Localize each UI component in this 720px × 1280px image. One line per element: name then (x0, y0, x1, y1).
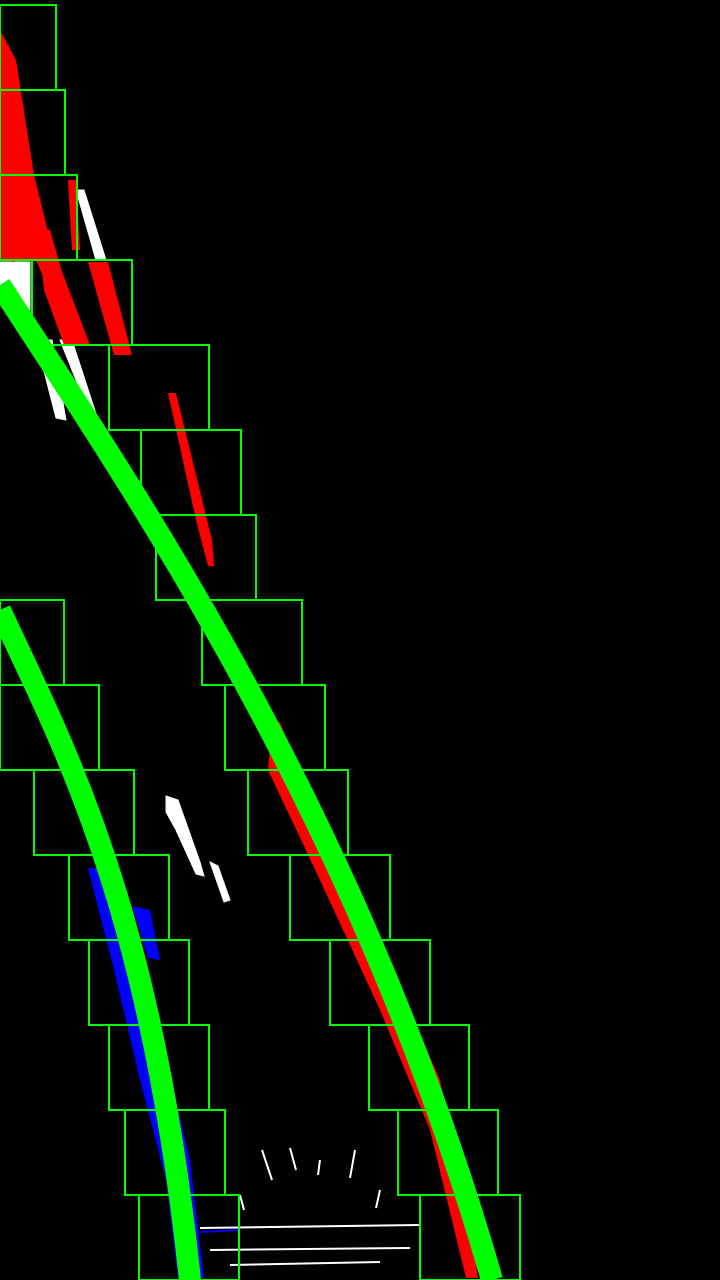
noise-speckle (289, 1147, 297, 1171)
right-lane-search-windows (0, 4, 521, 1280)
noise-blob (209, 861, 231, 903)
right-lane-fit-line (0, 278, 503, 1280)
right-search-window (108, 344, 210, 431)
right-lane-pixel-cluster (38, 230, 80, 345)
noise-speckle (261, 1149, 273, 1181)
noise-speckle (209, 1247, 411, 1251)
noise-speckle (349, 1149, 356, 1179)
right-lane-pixels (0, 30, 478, 1278)
noise-speckle (375, 1189, 381, 1209)
right-lane-pixel-cluster (268, 722, 478, 1278)
noise-speckle (317, 1159, 321, 1176)
left-lane-fit-line (0, 605, 201, 1280)
noise-speckle (199, 1224, 421, 1229)
left-lane-pixel-streak (199, 1229, 241, 1233)
noise-streak (75, 189, 107, 261)
right-search-window (31, 259, 133, 346)
right-lane-pixel-cluster (0, 30, 90, 345)
left-lane-pixel-cluster (132, 906, 160, 960)
noise-speckle (239, 1194, 245, 1211)
right-lane-pixel-cluster (168, 393, 214, 566)
noise-speckle-band (199, 1147, 421, 1266)
noise-blob (165, 795, 205, 877)
noise-speckle (229, 1261, 381, 1266)
right-lane-pixel-cluster (88, 262, 132, 355)
